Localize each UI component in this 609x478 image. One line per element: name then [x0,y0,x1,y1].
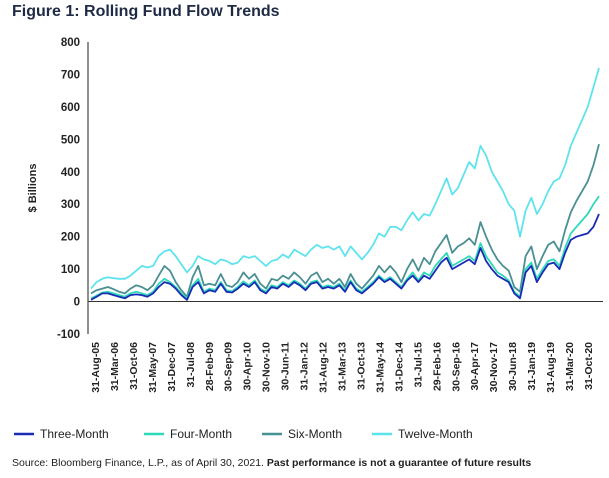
x-tick-label: 31-Dec-07 [166,342,178,392]
x-tick-label: 30-Jun-18 [507,342,519,391]
disclaimer-text: Past performance is not a guarantee of f… [266,457,532,469]
x-tick-label: 31-Jul-08 [185,342,197,388]
y-axis-label: $ Billions [27,164,39,213]
x-tick-label: 31-Aug-19 [545,342,557,393]
x-tick-label: 31-Dec-14 [393,342,405,392]
y-tick-label: -100 [57,329,80,341]
x-tick-label: 31-Jul-15 [412,342,424,388]
x-tick-label: 31-Aug-12 [318,342,330,393]
legend-label: Four-Month [170,427,232,441]
x-tick-label: 31-Mar-06 [109,342,121,391]
y-tick-label: 800 [61,37,80,49]
x-tick-label: 31-May-07 [147,342,159,393]
x-tick-label: 31-Jan-19 [526,342,538,391]
series-line-six-month [90,143,600,298]
x-tick-label: 30-Sep-16 [450,342,462,392]
y-tick-label: 0 [74,297,80,309]
source-text: Source: Bloomberg Finance, L.P., as of A… [12,457,267,469]
y-tick-label: 700 [61,69,80,81]
x-tick-label: 29-Feb-16 [431,342,443,391]
x-tick-label: 28-Feb-09 [204,342,216,391]
x-tick-label: 30-Jun-11 [280,342,292,391]
y-tick-label: 400 [61,167,80,179]
x-tick-label: 30-Sep-09 [223,342,235,392]
series-line-three-month [90,213,600,301]
x-tick-label: 31-Mar-20 [564,342,576,391]
y-tick-label: 600 [61,102,80,114]
x-axis: 31-Aug-05 31-Mar-06 31-Oct-06 31-May-07 31-D… [88,301,603,393]
legend-label: Three-Month [40,427,109,441]
x-tick-label: 30-Nov-10 [261,342,273,392]
y-tick-label: 500 [61,134,80,146]
x-tick-label: 30-Nov-17 [488,342,500,392]
legend-label: Twelve-Month [398,427,473,441]
y-axis: -100 0 100 200 300 400 500 600 700 800 [57,37,89,341]
x-tick-label: 31-Oct-13 [355,342,367,390]
x-tick-label: 31-Oct-06 [128,342,140,390]
series-lines [90,67,600,301]
x-tick-label: 31-Mar-13 [337,342,349,391]
x-tick-label: 31-Aug-05 [90,342,102,393]
source-note: Source: Bloomberg Finance, L.P., as of A… [12,457,531,469]
y-tick-label: 100 [61,264,80,276]
y-tick-label: 200 [61,232,80,244]
x-tick-label: 30-Apr-17 [469,342,481,391]
chart-title: Figure 1: Rolling Fund Flow Trends [12,3,280,20]
series-line-twelve-month [90,67,600,290]
x-tick-label: 31-May-14 [374,342,386,393]
legend-label: Six-Month [288,427,342,441]
x-tick-label: 30-Apr-10 [242,342,254,391]
x-tick-label: 31-Jan-12 [299,342,311,391]
legend: Three-Month Four-Month Six-Month Twelve-Mon… [14,427,473,441]
x-tick-label: 31-Oct-20 [583,342,595,390]
y-tick-label: 300 [61,199,80,211]
